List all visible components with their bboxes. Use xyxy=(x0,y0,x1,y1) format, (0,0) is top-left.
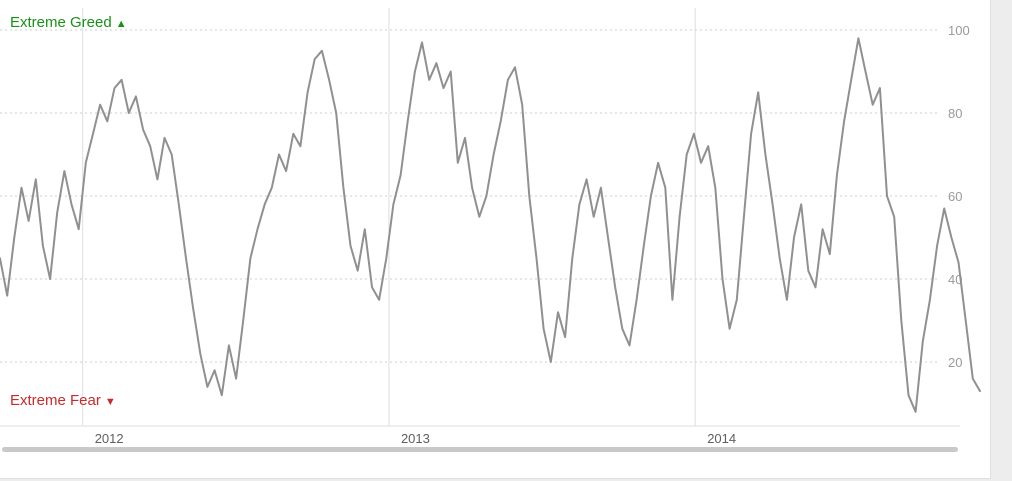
timeline-scrollbar[interactable] xyxy=(2,447,958,452)
x-axis-year-label: 2012 xyxy=(95,431,124,446)
y-axis-tick-label: 100 xyxy=(948,23,970,38)
fear-down-arrow-icon: ▼ xyxy=(104,396,116,408)
y-axis-tick-label: 40 xyxy=(948,272,962,287)
y-axis-tick-label: 80 xyxy=(948,106,962,121)
extreme-greed-annotation: Extreme Greed ▲ xyxy=(10,14,127,31)
y-axis-tick-label: 20 xyxy=(948,355,962,370)
index-line-series xyxy=(0,37,981,413)
x-axis-year-label: 2013 xyxy=(401,431,430,446)
y-axis-tick-label: 60 xyxy=(948,189,962,204)
extreme-fear-label: Extreme Fear xyxy=(10,392,101,409)
chart-svg: 20 40 60 80 100 2012 2013 2014 xyxy=(0,8,981,446)
fear-greed-chart-panel: Extreme Greed ▲ Extreme Fear ▼ 20 40 60 80 100… xyxy=(0,0,991,479)
extreme-fear-annotation: Extreme Fear ▼ xyxy=(10,392,116,409)
x-axis-year-label: 2014 xyxy=(707,431,736,446)
greed-up-arrow-icon: ▲ xyxy=(115,18,127,30)
extreme-greed-label: Extreme Greed xyxy=(10,14,112,31)
